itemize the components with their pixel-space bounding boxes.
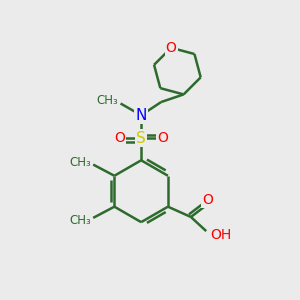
- Text: O: O: [166, 41, 177, 55]
- Text: S: S: [136, 131, 146, 146]
- Text: N: N: [136, 108, 147, 123]
- Text: OH: OH: [210, 228, 232, 242]
- Text: CH₃: CH₃: [69, 214, 91, 227]
- Text: O: O: [114, 131, 125, 145]
- Text: O: O: [202, 193, 213, 207]
- Text: CH₃: CH₃: [69, 156, 91, 169]
- Text: O: O: [158, 131, 168, 145]
- Text: CH₃: CH₃: [97, 94, 118, 107]
